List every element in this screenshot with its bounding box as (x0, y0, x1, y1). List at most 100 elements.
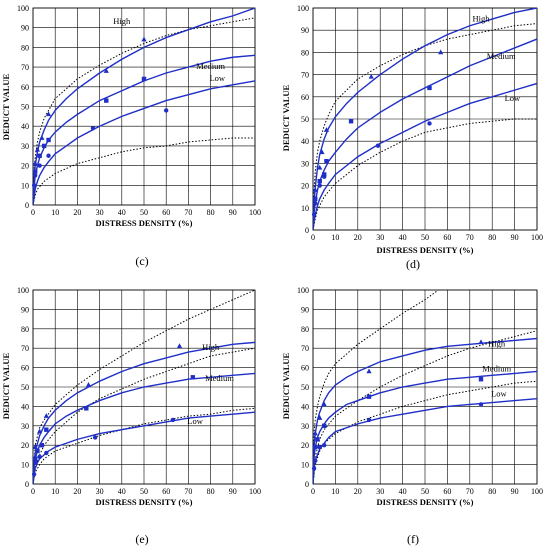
y-tick-label: 70 (301, 71, 309, 80)
y-tick-label: 70 (21, 344, 29, 353)
y-tick-label: 40 (21, 122, 29, 131)
x-tick-label: 100 (249, 487, 261, 496)
data-point-triangle (141, 36, 147, 42)
x-tick-label: 10 (331, 487, 339, 496)
data-point-square (317, 178, 322, 184)
data-point-circle (375, 143, 381, 148)
data-point-triangle (478, 339, 484, 345)
data-point-square (37, 153, 42, 158)
panel-label: (f) (407, 532, 419, 546)
data-point-circle (31, 183, 37, 188)
x-tick-label: 0 (31, 487, 35, 496)
y-tick-label: 60 (21, 364, 29, 373)
y-axis-label: DEDUCT VALUE (281, 84, 291, 151)
data-point-triangle (39, 135, 45, 140)
series-low (313, 82, 537, 230)
chart-panel-d: 0 10 20 30 40 50 60 70 80 90 100 0 10 20 30 40 50 60 70 80 9… (281, 4, 543, 271)
data-point-circle (478, 402, 484, 407)
data-point-circle (44, 450, 49, 456)
data-point-square (33, 169, 38, 174)
y-tick-label: 100 (297, 4, 309, 13)
y-tick-label: 60 (301, 93, 309, 102)
data-point-triangle (312, 187, 318, 192)
y-tick-label: 90 (301, 305, 309, 314)
series-high (33, 8, 255, 205)
y-tick-label: 60 (301, 364, 309, 373)
y-tick-label: 50 (21, 383, 29, 392)
fit-curve-high (313, 337, 537, 484)
y-tick-label: 20 (21, 162, 29, 171)
data-point-circle (366, 417, 372, 423)
series-label-high: High (473, 13, 491, 23)
series-label-high: High (202, 342, 220, 352)
y-tick-label: 70 (301, 344, 309, 353)
x-tick-label: 30 (376, 233, 384, 242)
y-tick-label: 30 (301, 159, 309, 168)
data-point-circle (317, 183, 322, 188)
x-tick-label: 70 (466, 233, 474, 242)
data-point-square (324, 158, 329, 164)
x-tick-label: 10 (51, 208, 59, 217)
x-tick-label: 50 (140, 208, 148, 217)
series-label-low: Low (209, 73, 225, 83)
data-point-circle (37, 163, 42, 168)
series-high (313, 290, 537, 484)
y-tick-label: 10 (21, 461, 29, 470)
x-tick-label: 60 (443, 487, 451, 496)
y-tick-label: 20 (301, 182, 309, 191)
data-point-square (104, 98, 109, 103)
y-axis-label: DEDUCT VALUE (281, 352, 291, 419)
series-label-medium: Medium (487, 51, 516, 61)
y-tick-label: 10 (301, 461, 309, 470)
series-label-medium: Medium (482, 363, 511, 373)
data-point-triangle (323, 127, 330, 132)
x-tick-label: 0 (31, 208, 35, 217)
data-point-square (313, 444, 318, 450)
fit-curve-low (33, 80, 255, 205)
x-axis-label: DISTRESS DENSITY (%) (377, 497, 474, 507)
data-point-circle (164, 108, 169, 113)
x-tick-label: 80 (488, 233, 496, 242)
data-point-triangle (103, 68, 109, 73)
series-label-high: High (113, 16, 131, 26)
grid (312, 7, 538, 231)
x-tick-label: 20 (354, 233, 362, 242)
confidence-band-lower (33, 347, 255, 484)
series-high (313, 8, 537, 230)
data-point-triangle (319, 149, 325, 155)
data-point-circle (322, 174, 327, 179)
x-tick-label: 30 (96, 208, 104, 217)
confidence-band-lower (313, 380, 537, 484)
x-axis-label: DISTRESS DENSITY (%) (377, 245, 474, 255)
data-point-triangle (37, 428, 43, 434)
y-tick-label: 0 (305, 480, 309, 489)
series-label-medium: Medium (196, 61, 225, 71)
grid (312, 289, 538, 485)
y-tick-label: 10 (21, 181, 29, 190)
series-low (33, 80, 255, 205)
x-tick-label: 30 (96, 487, 104, 496)
x-tick-label: 70 (184, 487, 192, 496)
x-tick-label: 90 (229, 487, 237, 496)
chart-panel-e: 0 10 20 30 40 50 60 70 80 90 100 0 10 20 30 40 50 60 70 80 9… (1, 286, 261, 546)
y-tick-label: 100 (17, 4, 29, 13)
series-medium (33, 54, 255, 205)
x-tick-label: 40 (118, 208, 126, 217)
x-tick-label: 30 (376, 487, 384, 496)
series-label-medium: Medium (205, 373, 234, 383)
data-point-circle (31, 472, 37, 477)
x-tick-label: 60 (162, 487, 170, 496)
data-point-triangle (366, 368, 372, 374)
data-point-square (322, 172, 327, 177)
data-point-circle (427, 121, 432, 126)
data-point-triangle (321, 401, 327, 407)
data-point-triangle (32, 160, 38, 166)
series-label-low: Low (505, 93, 521, 103)
data-point-circle (92, 435, 98, 440)
y-tick-label: 70 (21, 63, 29, 72)
confidence-band-lower (33, 137, 255, 205)
data-point-square (322, 423, 327, 428)
x-axis-label: DISTRESS DENSITY (%) (96, 497, 193, 507)
confidence-band-upper (313, 290, 439, 484)
y-tick-label: 50 (21, 103, 29, 112)
